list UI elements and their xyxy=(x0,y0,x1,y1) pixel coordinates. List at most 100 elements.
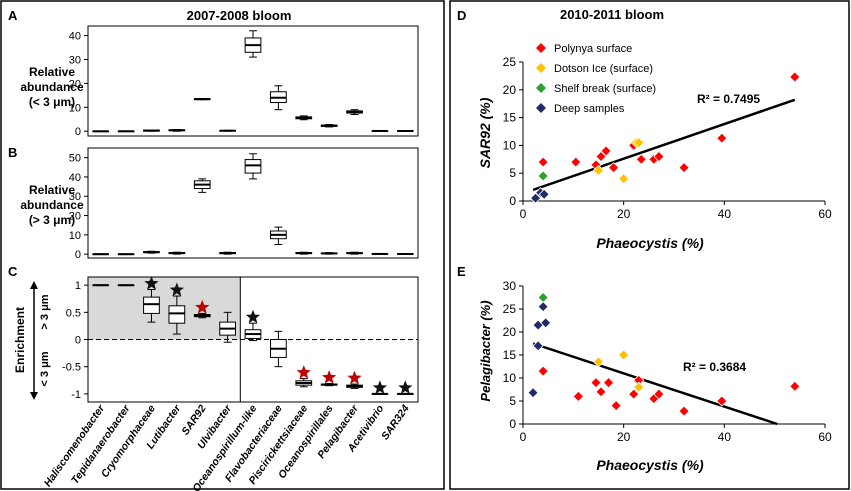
panel-c-ylabel-up: > 3 μm xyxy=(39,294,51,329)
significance-star xyxy=(169,282,184,297)
box-oceanospirillum-like xyxy=(244,30,262,58)
box-tepidanaerobacter xyxy=(117,253,135,256)
data-point xyxy=(540,317,552,329)
data-point xyxy=(592,356,605,368)
box-lutibacter xyxy=(168,251,186,255)
data-point xyxy=(635,153,647,165)
x-tick-label: 40 xyxy=(718,207,732,221)
y-tick-label: 20 xyxy=(69,211,81,223)
x-tick-label: 0 xyxy=(520,207,527,221)
data-point xyxy=(537,291,549,304)
box-sar324 xyxy=(396,252,414,255)
box-ulvibacter xyxy=(219,129,236,132)
panel-d-xlabel: Phaeocystis (%) xyxy=(596,235,704,251)
box-sar92 xyxy=(193,299,211,319)
data-point xyxy=(789,71,801,83)
box-flavobacteriaceae xyxy=(270,330,287,368)
legend-marker xyxy=(536,43,546,53)
panel-e-xlabel: Phaeocystis (%) xyxy=(596,457,704,473)
particle-associated-shade xyxy=(88,277,241,340)
panel-a-boxplot: Relative abundance (< 3 μm) 0 10 20 30 40 xyxy=(20,25,419,138)
data-point xyxy=(530,192,542,204)
x-tick-label: 60 xyxy=(818,430,832,444)
y-tick-label: 0 xyxy=(509,194,516,208)
box-oceanospirillum-like xyxy=(244,309,262,342)
panel-b-ylabel-line2: abundance xyxy=(20,198,84,212)
panel-c-ylabel-down: < 3 μm xyxy=(39,351,51,386)
x-tick-label: 0 xyxy=(520,430,527,444)
y-tick-label: 30 xyxy=(69,54,81,66)
panel-label-c: C xyxy=(8,264,18,279)
panel-c-arrow-down xyxy=(30,392,38,400)
data-point xyxy=(572,390,584,402)
legend-label: Shelf break (surface) xyxy=(554,83,656,95)
box-pelagibacter xyxy=(346,370,363,389)
box-tepidanaerobacter xyxy=(117,130,135,133)
right-title: 2010-2011 bloom xyxy=(560,7,664,22)
panel-b-ylabel-line1: Relative xyxy=(29,183,75,197)
y-tick-label: 40 xyxy=(69,31,81,43)
legend-marker xyxy=(536,63,546,73)
data-point xyxy=(537,156,549,168)
panel-b-ylabel-line3: (> 3 μm) xyxy=(29,213,75,227)
panel-d-r2: R² = 0.7495 xyxy=(697,92,760,106)
x-tick-label: 60 xyxy=(818,207,832,221)
panel-e-r2: R² = 0.3684 xyxy=(683,360,746,374)
box-cryomorphaceae xyxy=(143,276,160,323)
data-point xyxy=(527,387,539,399)
y-tick-label: 20 xyxy=(503,83,517,97)
data-point xyxy=(633,137,645,149)
panel-label-e: E xyxy=(457,264,466,279)
box-sar92 xyxy=(193,178,211,193)
y-tick-label: 25 xyxy=(503,55,517,69)
box-acetivibrio xyxy=(371,129,389,132)
data-point xyxy=(716,395,728,407)
legend-dotson: Dotson Ice (surface) xyxy=(536,63,653,75)
y-tick-label: 0 xyxy=(75,249,81,261)
y-tick-label: 15 xyxy=(503,348,517,362)
y-tick-label: 5 xyxy=(509,394,516,408)
box-sar92 xyxy=(193,98,211,101)
taxa-axis-labels: HaliscomenobacterTepidanaerobacterCryomo… xyxy=(42,402,412,491)
box-lutibacter xyxy=(168,129,186,132)
data-point xyxy=(595,386,607,398)
y-tick-label: 20 xyxy=(503,325,517,339)
panel-a-ylabel-line1: Relative xyxy=(29,65,75,79)
box-pelagibacter xyxy=(346,109,363,115)
y-tick-label: 0 xyxy=(75,335,81,347)
y-tick-label: 30 xyxy=(503,279,517,293)
y-tick-label: 0.5 xyxy=(66,307,81,319)
data-point xyxy=(618,173,630,185)
box-oceanospirillales xyxy=(320,124,338,128)
y-tick-label: 30 xyxy=(69,191,81,203)
panel-label-a: A xyxy=(8,8,18,23)
box-cryomorphaceae xyxy=(143,250,160,254)
y-tick-label: 10 xyxy=(503,138,517,152)
data-point xyxy=(592,164,605,176)
data-point xyxy=(653,388,665,400)
y-tick-label: 10 xyxy=(69,102,81,114)
box-ulvibacter xyxy=(219,311,236,343)
x-tick-label: 20 xyxy=(617,430,631,444)
data-point xyxy=(532,340,544,352)
box-piscirickettsiaceae xyxy=(295,251,313,255)
box-flavobacteriaceae xyxy=(270,85,287,111)
box-oceanospirillales xyxy=(320,252,338,255)
box-acetivibrio xyxy=(371,252,389,255)
y-tick-label: 40 xyxy=(69,172,81,184)
y-tick-label: -0.5 xyxy=(62,362,81,374)
data-point xyxy=(653,150,665,163)
box-acetivibrio xyxy=(371,380,389,395)
series-dotson xyxy=(592,349,645,393)
data-point xyxy=(789,380,801,392)
series-shelf xyxy=(537,291,549,304)
data-point xyxy=(633,381,645,393)
box-sar324 xyxy=(396,380,414,395)
legend-label: Dotson Ice (surface) xyxy=(554,63,653,75)
box-oceanospirillales xyxy=(320,370,338,387)
box-tepidanaerobacter xyxy=(117,284,135,287)
data-point xyxy=(678,405,690,417)
right-frame xyxy=(449,0,850,490)
data-point xyxy=(570,156,582,168)
box-body xyxy=(143,296,160,314)
